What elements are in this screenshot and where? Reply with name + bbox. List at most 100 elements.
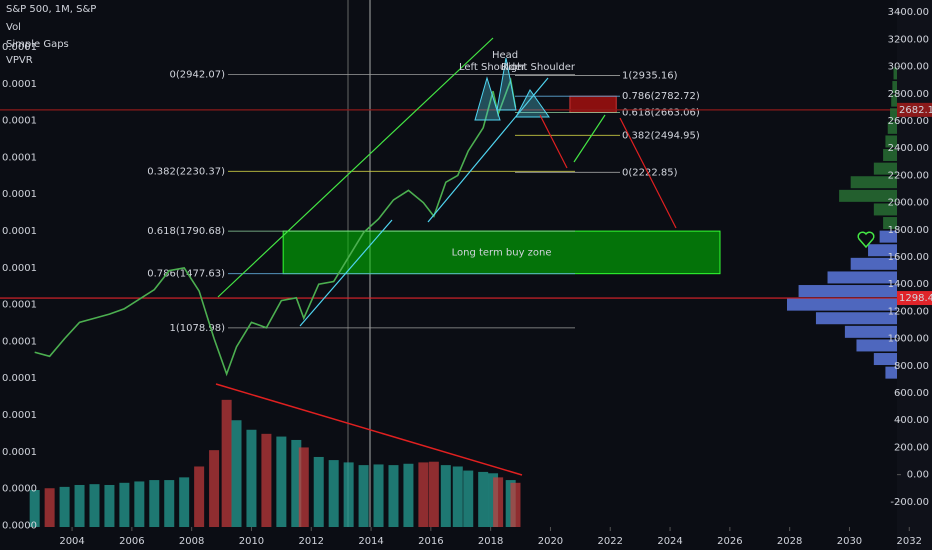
legend-item: S&P 500, 1M, S&P [6, 4, 96, 15]
left-axis-label: 0.0000 [2, 520, 37, 531]
x-tick-label: 2020 [538, 536, 563, 547]
fib-label: 0.382(2230.37) [147, 166, 225, 177]
volume-bar [209, 450, 220, 527]
volume-bar [478, 471, 489, 527]
fib-label: 1(2935.16) [622, 70, 678, 81]
x-tick-label: 2026 [717, 536, 742, 547]
legend-item: Simple Gaps [6, 39, 69, 50]
volume-bar [59, 486, 70, 527]
pattern-label: Head [492, 50, 518, 61]
y-tick-label: 1800.00 [888, 225, 929, 236]
y-tick-label: 400.00 [894, 415, 929, 426]
volume-profile-bar [873, 162, 897, 175]
y-tick-label: 200.00 [894, 442, 929, 453]
price-tag [897, 291, 932, 306]
x-tick-label: 2008 [179, 536, 204, 547]
x-tick-label: 2010 [239, 536, 264, 547]
left-axis-label: 0.0001 [2, 42, 37, 53]
volume-profile-bar [892, 81, 897, 94]
volume-profile-bar [787, 298, 897, 311]
fib-label: 0(2222.85) [622, 167, 678, 178]
legend-item: VPVR [6, 55, 33, 66]
price-tag-label: 1298.49 [899, 293, 932, 304]
fib-label: 0.618(2663.06) [622, 107, 700, 118]
shoulder-shape [515, 89, 550, 118]
volume-bar [149, 480, 160, 527]
volume-profile-bar [885, 135, 897, 148]
volume-bar [463, 470, 474, 527]
y-tick-label: 0.00 [907, 470, 929, 481]
pattern-label: Right Shoulder [501, 62, 576, 73]
volume-profile-bar [798, 285, 897, 298]
volume-bar [164, 480, 175, 527]
x-tick-label: 2012 [299, 536, 324, 547]
y-tick-label: 2200.00 [888, 170, 929, 181]
volume-profile-bar [883, 217, 897, 230]
y-tick-label: 3000.00 [888, 62, 929, 73]
fib-label: 0.786(1477.63) [147, 269, 225, 280]
y-tick-label: 3400.00 [888, 7, 929, 18]
x-tick-label: 2024 [657, 536, 682, 547]
buy-zone [282, 230, 721, 275]
x-tick-label: 2018 [478, 536, 503, 547]
fib-label: 0(2942.07) [169, 70, 225, 81]
fib-label: 0.786(2782.72) [622, 91, 700, 102]
volume-profile-bar [893, 67, 897, 80]
y-tick-label: 1400.00 [888, 279, 929, 290]
volume-profile-bar [890, 108, 897, 121]
trend-line [217, 37, 494, 298]
y-tick-label: 2000.00 [888, 198, 929, 209]
y-tick-label: 3200.00 [888, 34, 929, 45]
price-tag [897, 102, 932, 117]
volume-bar [231, 420, 242, 527]
left-axis-label: 0.0001 [2, 189, 37, 200]
volume-bar [29, 490, 40, 527]
volume-profile-bar [850, 176, 897, 189]
right-axis-bg [897, 0, 932, 550]
volume-bar [276, 436, 287, 527]
x-tick-label: 2004 [59, 536, 84, 547]
volume-bar [246, 429, 257, 527]
volume-bar [373, 464, 384, 527]
volume-bar [119, 482, 130, 527]
x-tick-label: 2006 [119, 536, 144, 547]
pattern-label: Left Shoulder [459, 62, 526, 73]
volume-profile-bar [887, 121, 897, 134]
trend-line [427, 77, 549, 223]
volume-bar [179, 477, 190, 527]
y-tick-label: 800.00 [894, 361, 929, 372]
volume-bar [343, 462, 354, 527]
volume-bar [313, 456, 324, 527]
volume-profile-bar [815, 312, 897, 325]
y-tick-label: 2600.00 [888, 116, 929, 127]
arrow [619, 117, 677, 229]
shoulder-shape [474, 76, 501, 121]
volume-bar [44, 488, 55, 527]
buy-zone-label: Long term buy zone [452, 247, 552, 258]
heart-icon [857, 231, 875, 249]
arrow [573, 114, 606, 163]
x-tick-label: 2028 [777, 536, 802, 547]
left-axis-label: 0.0001 [2, 300, 37, 311]
trend-line [299, 219, 393, 327]
volume-bar [221, 399, 232, 527]
volume-bar [89, 484, 100, 527]
volume-profile-bar [868, 244, 897, 257]
volume-bar [428, 461, 439, 527]
x-tick-label: 2022 [598, 536, 623, 547]
volume-profile-bar [891, 94, 897, 107]
volume-bar [493, 477, 504, 527]
volume-profile-bar [839, 189, 897, 202]
left-axis-label: 0.0001 [2, 116, 37, 127]
volume-profile-bar [873, 353, 897, 366]
volume-trend-line [215, 383, 523, 476]
x-tick-label: 2030 [837, 536, 862, 547]
volume-profile-bar [879, 230, 897, 243]
x-tick-label: 2016 [418, 536, 443, 547]
left-axis-label: 0.0001 [2, 263, 37, 274]
left-axis-label: 0.0001 [2, 79, 37, 90]
x-tick-label: 2032 [897, 536, 922, 547]
